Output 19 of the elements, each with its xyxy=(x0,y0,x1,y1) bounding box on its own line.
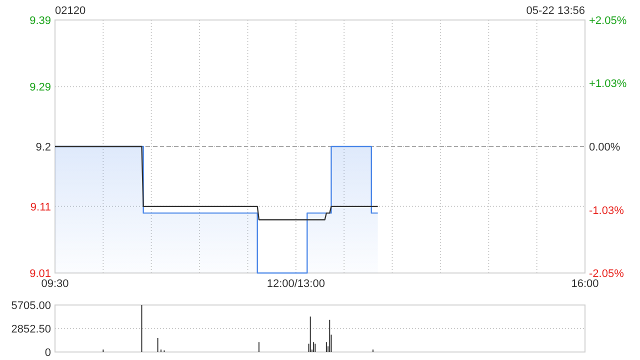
y2-tick-label: -2.05% xyxy=(589,268,624,280)
y2-tick-label: -1.03% xyxy=(589,204,624,217)
y-tick-label: 9.01 xyxy=(30,268,51,280)
y2-tick-label: +2.05% xyxy=(589,14,627,27)
line-series xyxy=(54,146,378,220)
x-tick-label: 09:30 xyxy=(41,278,69,290)
y-tick-label: 9.11 xyxy=(30,201,51,214)
y-tick-label: 5705.00 xyxy=(11,300,51,312)
y-tick-label: 9.39 xyxy=(30,14,51,27)
chart-subtitle: 05-22 13:56 xyxy=(526,5,585,17)
y2-tick-label: 0.00% xyxy=(589,141,620,154)
chart-title: 02120 xyxy=(55,5,86,17)
y2-tick-label: +1.03% xyxy=(589,78,627,90)
y-tick-label: 9.2 xyxy=(36,141,51,154)
y-tick-label: 9.29 xyxy=(30,81,51,94)
y-tick-label: 0 xyxy=(44,346,51,359)
x-tick-label: 12:00/13:00 xyxy=(266,278,325,290)
x-tick-label: 16:00 xyxy=(571,278,599,290)
y-tick-label: 2852.50 xyxy=(11,323,51,336)
